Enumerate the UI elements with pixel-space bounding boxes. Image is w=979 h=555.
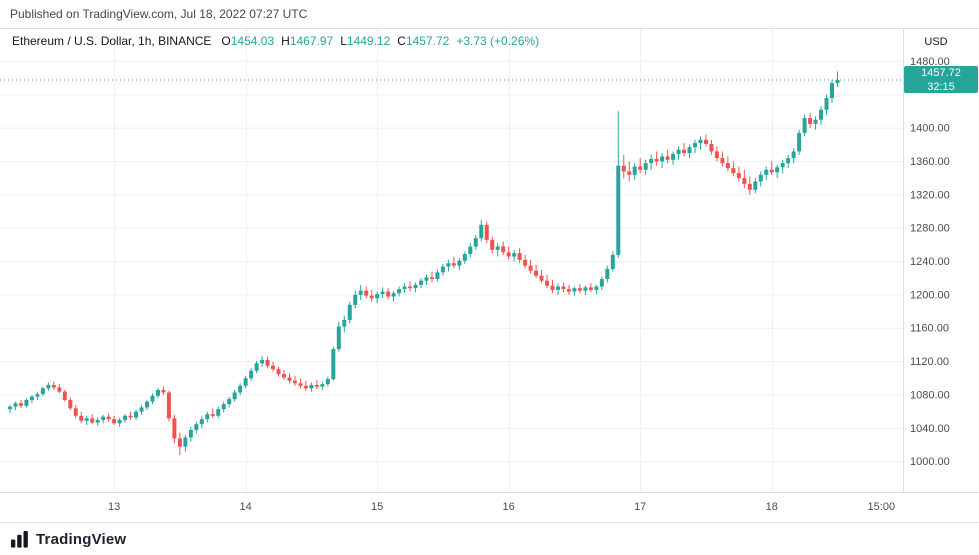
svg-text:17: 17 [634, 501, 646, 513]
open-value: 1454.03 [230, 34, 275, 48]
axis-frame [0, 28, 979, 523]
svg-text:15: 15 [371, 501, 383, 513]
bar-countdown: 32:15 [927, 81, 955, 94]
close-readout: C1457.72 [397, 34, 449, 48]
candles-layer [8, 71, 840, 456]
svg-text:1000.00: 1000.00 [910, 456, 950, 468]
footer-bar: TradingView [0, 523, 979, 555]
svg-text:1280.00: 1280.00 [910, 223, 950, 235]
svg-text:1240.00: 1240.00 [910, 256, 950, 268]
published-text: Published on TradingView.com, Jul 18, 20… [10, 7, 308, 21]
tradingview-logo-icon[interactable] [10, 530, 29, 549]
svg-text:1160.00: 1160.00 [910, 323, 949, 335]
published-bar: Published on TradingView.com, Jul 18, 20… [0, 0, 979, 28]
svg-text:1120.00: 1120.00 [910, 356, 949, 368]
low-label: L [340, 34, 347, 48]
high-readout: H1467.97 [281, 34, 333, 48]
high-label: H [281, 34, 290, 48]
grid-layer [0, 28, 903, 492]
open-label: O [221, 34, 231, 48]
tradingview-wordmark[interactable]: TradingView [36, 530, 127, 548]
svg-text:1080.00: 1080.00 [910, 389, 950, 401]
low-value: 1449.12 [346, 34, 391, 48]
close-label: C [397, 34, 406, 48]
symbol-header: Ethereum / U.S. Dollar, 1h, BINANCE O1454… [12, 34, 539, 48]
svg-text:14: 14 [240, 501, 252, 513]
last-price: 1457.72 [921, 67, 961, 80]
symbol-title[interactable]: Ethereum / U.S. Dollar, 1h, BINANCE [12, 34, 212, 48]
svg-text:1400.00: 1400.00 [910, 123, 950, 135]
low-readout: L1449.12 [340, 34, 390, 48]
svg-text:1320.00: 1320.00 [910, 189, 950, 201]
svg-text:15:00: 15:00 [868, 501, 896, 513]
svg-text:13: 13 [108, 501, 120, 513]
svg-text:18: 18 [766, 501, 778, 513]
close-value: 1457.72 [405, 34, 450, 48]
svg-text:1360.00: 1360.00 [910, 156, 950, 168]
price-badge: 1457.72 32:15 [904, 66, 978, 94]
open-readout: O1454.03 [221, 34, 274, 48]
svg-text:16: 16 [503, 501, 515, 513]
time-axis-labels: 13 14 15 16 17 18 15:00 [108, 501, 895, 513]
price-axis-currency: USD [924, 36, 948, 48]
change-value: +3.73 (+0.26%) [456, 34, 540, 48]
price-axis-labels: 1480.00 1400.00 1360.00 1320.00 1280.00 1240.… [910, 56, 950, 468]
high-value: 1467.97 [289, 34, 334, 48]
svg-text:1480.00: 1480.00 [910, 56, 950, 68]
svg-text:1040.00: 1040.00 [910, 423, 950, 435]
svg-text:1200.00: 1200.00 [910, 289, 950, 301]
